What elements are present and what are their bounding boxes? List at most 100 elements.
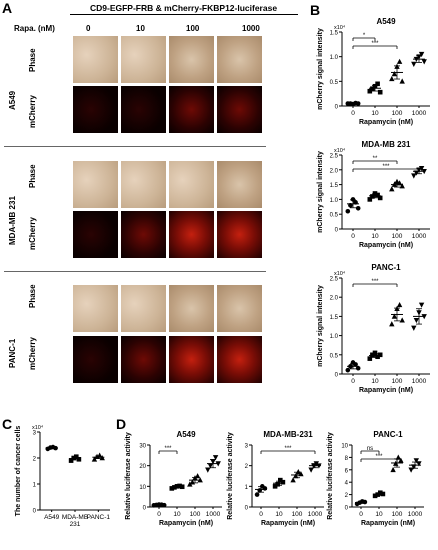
d-mda-xtick-label-0: 0	[259, 511, 263, 518]
b-panc-ylabel: mCherry signal intensity	[317, 285, 324, 367]
d-panc-ytick-label-2: 4	[345, 481, 349, 487]
d-panc-sig-label-1: ***	[375, 454, 383, 460]
b-mda-ytick-label-2: 1.0	[330, 198, 339, 204]
d-a549-ytick-label-3: 30	[139, 444, 146, 450]
d-a549-xtick-label-0: 0	[157, 511, 161, 518]
b-panc-xtick-label-3: 1000	[412, 378, 427, 385]
b-mda-point-1-1	[370, 194, 375, 199]
d-mda-point-1-2	[278, 477, 283, 483]
d-panc-ylabel: Relative luciferase activity	[327, 432, 334, 520]
d-mda-point-1-3	[280, 479, 286, 485]
b-a549-sig-label-0: *	[363, 33, 366, 39]
d-panc-point-3-0	[408, 467, 414, 473]
b-panc-xtick-label-1: 10	[371, 378, 379, 385]
title-underline	[70, 14, 298, 15]
d-panc-xtick-label-2: 100	[392, 511, 403, 518]
d-panc-point-1-0	[372, 493, 378, 499]
b-a549-point-1-4	[377, 89, 383, 95]
d-panc-title: PANC-1	[373, 430, 403, 439]
d-panc-xtick-label-3: 1000	[408, 511, 423, 518]
b-panc-sig-label-0: ***	[371, 279, 379, 285]
d-mda-point-2-0	[290, 477, 296, 483]
conc-label-10: 10	[136, 24, 145, 33]
rapa-label: Rapa. (nM)	[14, 24, 55, 33]
b-panc-xlabel: Rapamycin (nM)	[359, 387, 413, 394]
c-ytick-label-2: 2	[33, 457, 37, 463]
d-mda-ytick-label-0: 0	[245, 506, 249, 512]
b-mda-point-2-0	[389, 186, 395, 192]
b-a549-title: A549	[376, 17, 396, 26]
b-a549-ytick-label-3: 1.5	[330, 31, 339, 37]
phase-image-r4-c3	[217, 285, 262, 332]
d-panc-xtick-label-1: 10	[375, 511, 383, 518]
phase-image-r0-c1	[121, 36, 166, 83]
mcherry-image-r3-c2	[169, 211, 214, 258]
b-a549-point-1-3	[375, 81, 380, 87]
b-panc-point-0-0	[345, 367, 351, 373]
b-panc-xtick-label-0: 0	[351, 378, 355, 385]
d-mda-point-1-0	[272, 484, 278, 489]
b-panc-point-1-3	[375, 354, 380, 360]
phase-image-r2-c0	[73, 161, 118, 208]
b-mda-exponent: x10⁴	[334, 147, 346, 154]
c-ylabel: The number of cancer cells	[15, 426, 22, 517]
b-mda-point-3-0	[411, 173, 417, 179]
b-mda-ytick-label-4: 2.0	[330, 168, 339, 174]
d-panc-point-1-2	[378, 490, 383, 496]
b-panc-exponent: x10⁴	[334, 270, 346, 277]
b-a549-point-2-0	[389, 75, 395, 82]
b-panc-point-3-0	[411, 325, 417, 331]
d-a549-point-3-0	[205, 467, 211, 473]
b-a549-point-3-0	[411, 61, 417, 67]
mcherry-image-r1-c0	[73, 86, 118, 133]
mcherry-image-r1-c2	[169, 86, 214, 133]
d-panc-xlabel: Rapamycin (nM)	[361, 520, 415, 527]
d-a549-point-3-3	[212, 455, 219, 461]
phase-image-r0-c3	[217, 36, 262, 83]
b-mda-xlabel: Rapamycin (nM)	[359, 242, 413, 249]
b-a549-xtick-label-3: 1000	[412, 110, 427, 117]
b-a549-point-2-1	[391, 71, 398, 77]
b-panc-point-1-1	[370, 352, 375, 358]
mcherry-image-r5-c3	[217, 336, 262, 383]
b-a549-xlabel: Rapamycin (nM)	[359, 119, 413, 126]
b-mda-point-0-0	[345, 208, 351, 214]
c-xtick-label-1-a: MDA-MB	[62, 514, 88, 521]
c-point-1-0	[68, 458, 74, 463]
conc-label-1000: 1000	[242, 24, 260, 33]
b-a549-ytick-label-0: 0	[335, 105, 339, 111]
conc-label-100: 100	[186, 24, 200, 33]
c-point-1-1	[71, 455, 76, 461]
d-panc-point-3-2	[413, 458, 419, 464]
b-panc-ytick-label-4: 2.0	[330, 296, 339, 302]
b-mda-ytick-label-0: 0	[335, 228, 339, 234]
phase-image-r4-c1	[121, 285, 166, 332]
b-a549-point-3-3	[418, 51, 425, 58]
c-ytick-label-1: 1	[33, 483, 37, 489]
c-point-1-3	[76, 457, 82, 462]
d-a549-ytick-label-0: 0	[143, 506, 147, 512]
phase-image-r2-c1	[121, 161, 166, 208]
b-a549-point-1-0	[367, 88, 373, 94]
phase-image-r4-c2	[169, 285, 214, 332]
d-mda-xtick-label-2: 100	[292, 511, 303, 518]
b-panc-ytick-label-0: 0	[335, 373, 339, 379]
cellline-separator-1	[4, 271, 266, 272]
b-mda-xtick-label-2: 100	[392, 233, 403, 240]
c-ytick-label-0: 0	[33, 509, 37, 515]
panel-a-letter: A	[2, 0, 13, 16]
d-panc-point-2-0	[390, 466, 396, 473]
b-mda-sig-label-0: **	[373, 156, 378, 162]
d-a549-title: A549	[176, 430, 196, 439]
d-mda-ytick-label-2: 2	[245, 464, 249, 470]
c-xtick-label-1-b: 231	[70, 521, 81, 528]
b-a549-xtick-label-1: 10	[371, 110, 379, 117]
phase-image-r0-c0	[73, 36, 118, 83]
d-a549-ylabel: Relative luciferase activity	[125, 432, 132, 520]
phase-image-r4-c0	[73, 285, 118, 332]
b-panc-ytick-label-3: 1.5	[330, 315, 339, 321]
b-panc-point-0-3	[353, 362, 358, 367]
d-mda-xtick-label-3: 1000	[308, 511, 323, 518]
phase-image-r0-c2	[169, 36, 214, 83]
d-a549-xtick-label-2: 100	[190, 511, 201, 518]
